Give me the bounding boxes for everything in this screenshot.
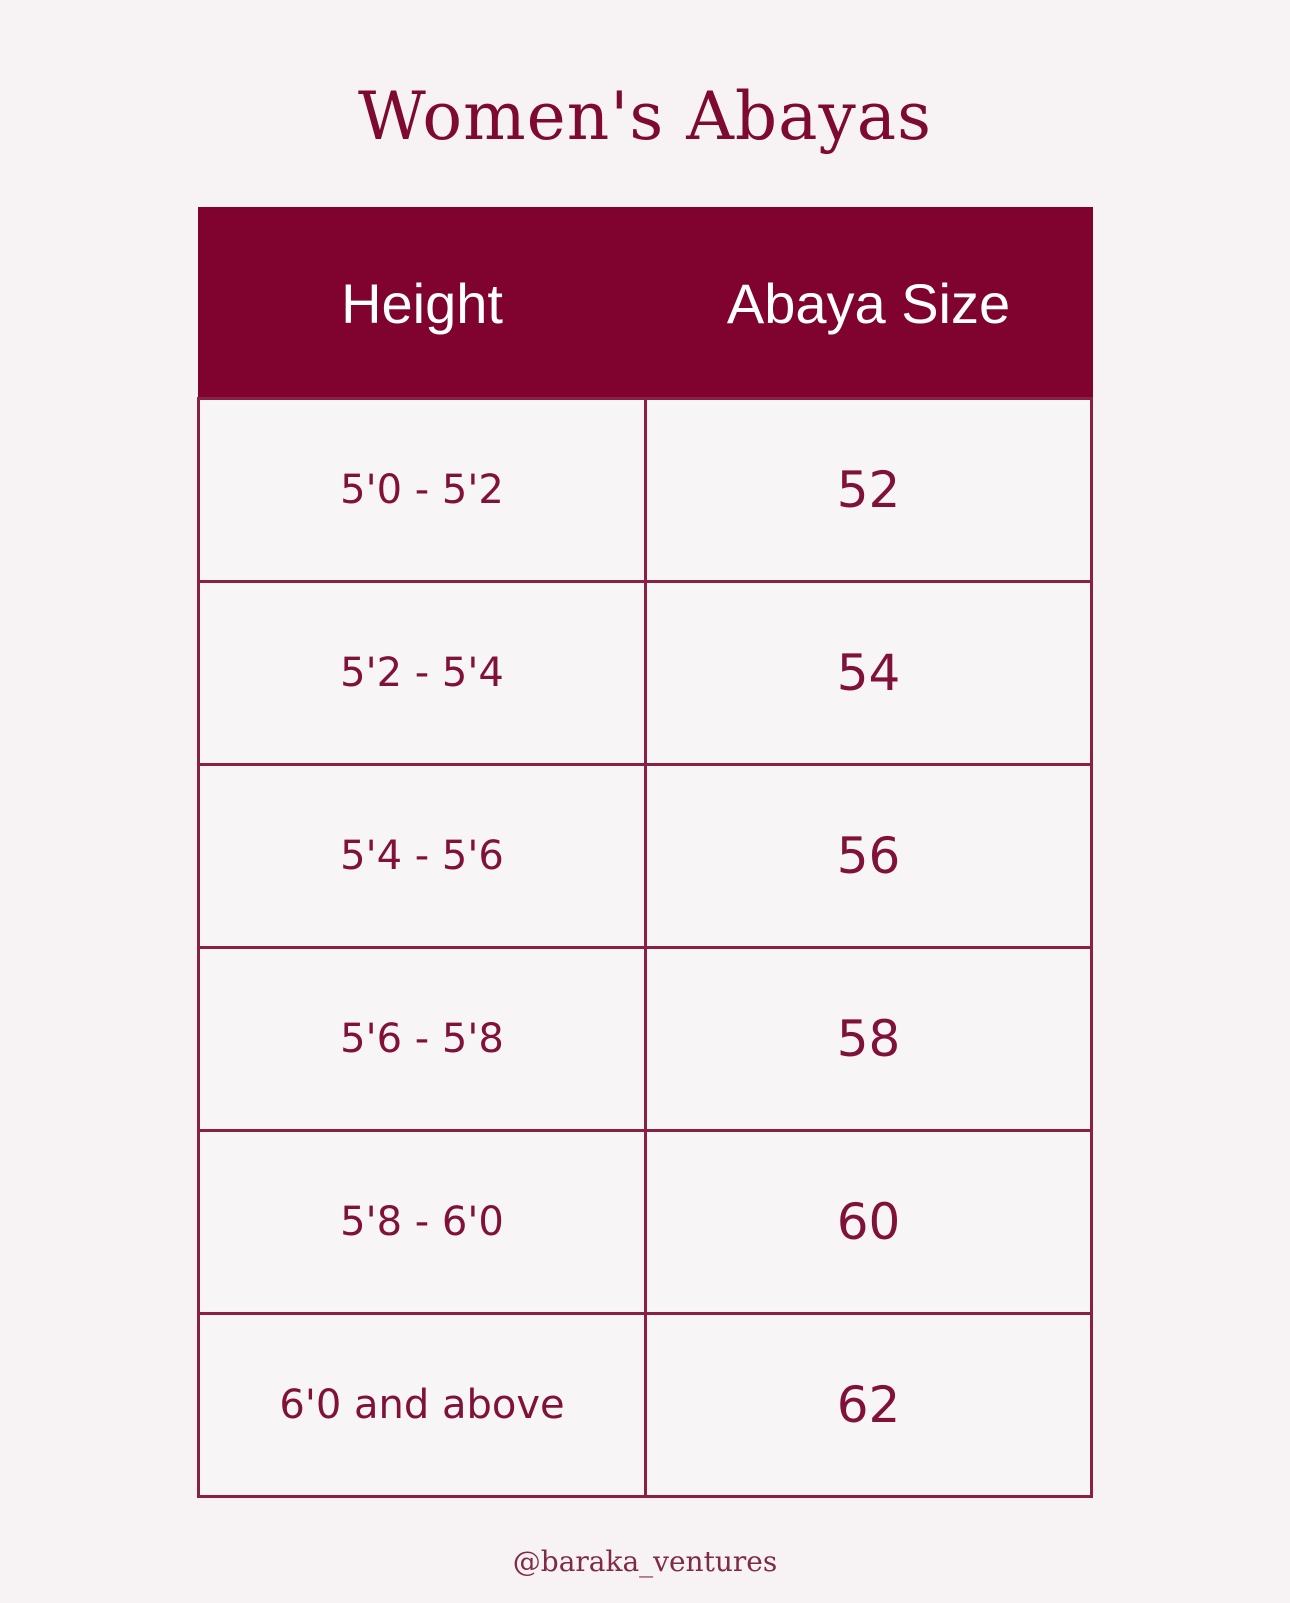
table-header-row: Height Abaya Size [197, 207, 1093, 400]
social-handle: @baraka_ventures [512, 1545, 778, 1578]
height-cell: 5'4 - 5'6 [197, 763, 647, 949]
size-cell: 56 [644, 763, 1093, 949]
size-chart-table: Height Abaya Size 5'0 - 5'2 52 5'2 - 5'4 5… [197, 207, 1093, 1498]
height-cell: 5'0 - 5'2 [197, 397, 647, 583]
height-cell: 5'8 - 6'0 [197, 1129, 647, 1315]
height-cell: 5'6 - 5'8 [197, 946, 647, 1132]
header-abaya-size: Abaya Size [644, 207, 1093, 400]
size-cell: 52 [644, 397, 1093, 583]
table-row: 5'4 - 5'6 56 [197, 763, 1093, 949]
table-row: 5'0 - 5'2 52 [197, 397, 1093, 583]
page-title: Women's Abayas [357, 78, 932, 155]
height-cell: 6'0 and above [197, 1312, 647, 1498]
table-row: 5'8 - 6'0 60 [197, 1129, 1093, 1315]
table-row: 5'6 - 5'8 58 [197, 946, 1093, 1132]
height-cell: 5'2 - 5'4 [197, 580, 647, 766]
table-row: 5'2 - 5'4 54 [197, 580, 1093, 766]
size-cell: 62 [644, 1312, 1093, 1498]
header-height: Height [197, 207, 647, 400]
size-cell: 58 [644, 946, 1093, 1132]
size-cell: 54 [644, 580, 1093, 766]
table-row: 6'0 and above 62 [197, 1312, 1093, 1498]
size-cell: 60 [644, 1129, 1093, 1315]
